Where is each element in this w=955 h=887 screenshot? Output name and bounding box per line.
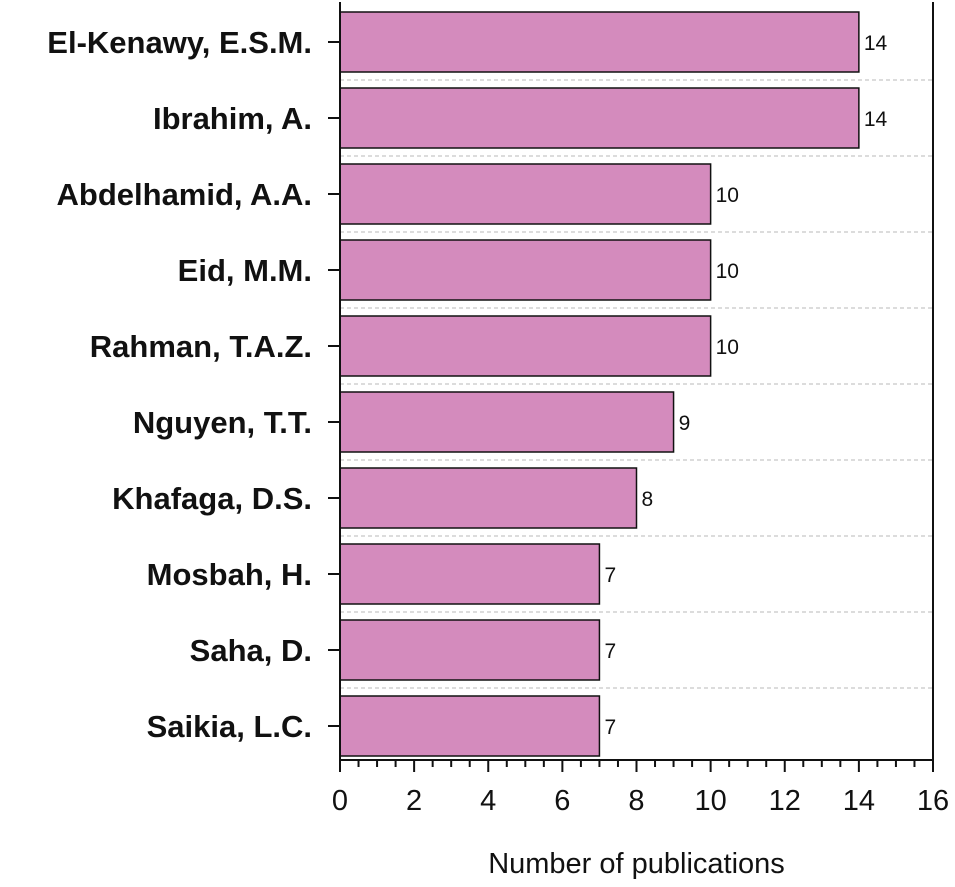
data-label: 8 <box>642 488 654 511</box>
data-label: 14 <box>864 108 888 131</box>
x-tick-label: 6 <box>554 785 570 817</box>
bars <box>339 11 860 757</box>
bar <box>339 315 712 377</box>
category-label: Abdelhamid, A.A. <box>57 177 312 212</box>
x-tick-label: 0 <box>332 785 348 817</box>
grid-lines <box>340 79 933 689</box>
data-label: 10 <box>716 336 739 359</box>
data-label: 7 <box>604 564 616 587</box>
data-label: 7 <box>604 716 616 739</box>
x-tick-label: 4 <box>480 785 496 817</box>
x-tick-label: 2 <box>406 785 422 817</box>
bar <box>339 543 601 605</box>
bar <box>339 695 601 757</box>
category-label: Nguyen, T.T. <box>133 405 312 440</box>
bar <box>339 163 712 225</box>
category-label: Eid, M.M. <box>178 253 312 288</box>
x-tick-label: 14 <box>843 785 875 817</box>
data-label: 9 <box>679 412 691 435</box>
category-label: Rahman, T.A.Z. <box>90 329 312 364</box>
category-label: Saikia, L.C. <box>147 709 312 744</box>
category-label: El-Kenawy, E.S.M. <box>47 25 312 60</box>
bar <box>339 391 675 453</box>
category-label: Mosbah, H. <box>147 557 312 592</box>
data-label: 10 <box>716 260 739 283</box>
x-tick-label: 12 <box>769 785 801 817</box>
category-label: Saha, D. <box>190 633 312 668</box>
x-tick-label: 10 <box>694 785 726 817</box>
data-label: 14 <box>864 32 888 55</box>
x-tick-label: 8 <box>628 785 644 817</box>
x-axis-ticks: 0 2 4 6 8 10 12 14 16 <box>328 41 949 817</box>
data-labels: 14 14 10 10 10 9 8 7 7 7 <box>604 32 887 739</box>
bar <box>339 87 860 149</box>
data-label: 10 <box>716 184 739 207</box>
x-axis-title: Number of publications <box>488 848 785 880</box>
x-tick-label: 16 <box>917 785 949 817</box>
data-label: 7 <box>604 640 616 663</box>
category-labels: El-Kenawy, E.S.M. Ibrahim, A. Abdelhamid, … <box>47 25 312 744</box>
bar <box>339 619 601 681</box>
bar <box>339 239 712 301</box>
category-label: Khafaga, D.S. <box>112 481 312 516</box>
bar <box>339 11 860 73</box>
category-label: Ibrahim, A. <box>153 101 312 136</box>
bar <box>339 467 638 529</box>
